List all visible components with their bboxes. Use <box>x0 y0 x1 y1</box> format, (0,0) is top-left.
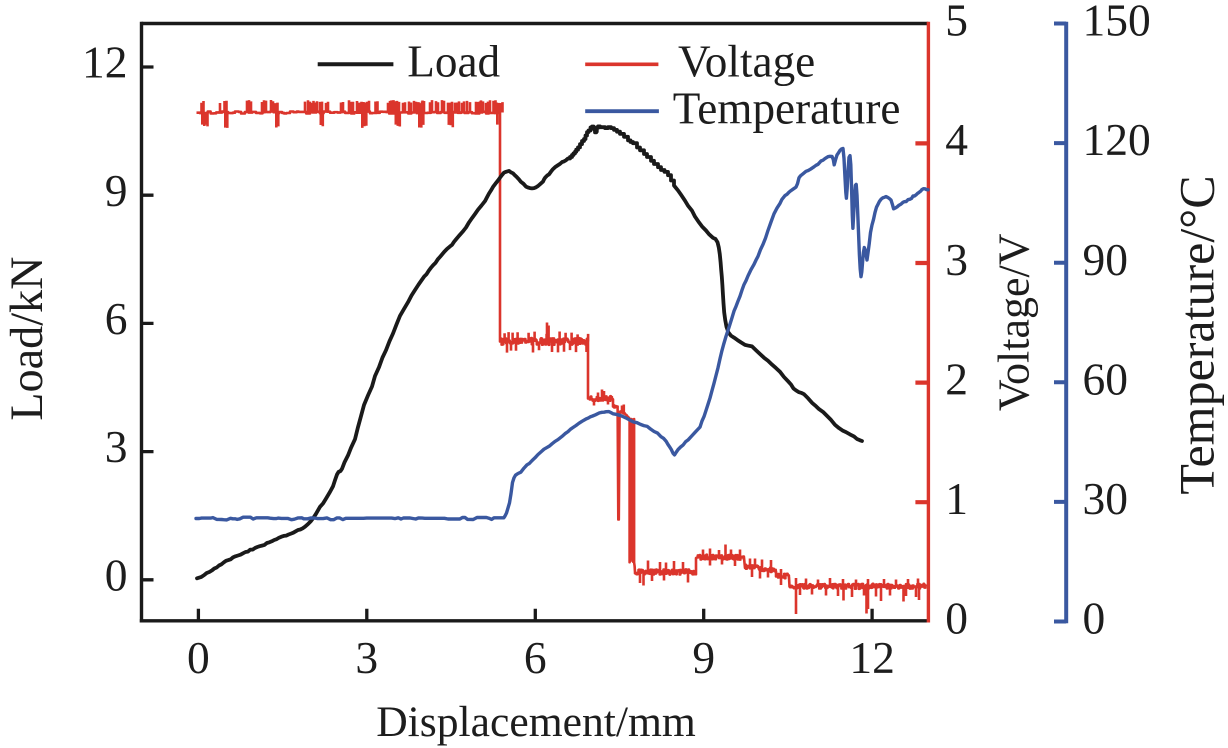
svg-text:5: 5 <box>945 0 968 46</box>
svg-text:0: 0 <box>945 593 968 644</box>
svg-text:0: 0 <box>105 549 128 600</box>
svg-text:90: 90 <box>1083 234 1129 285</box>
svg-text:Temperature/°C: Temperature/°C <box>1169 175 1225 494</box>
svg-text:1: 1 <box>945 473 968 524</box>
svg-text:9: 9 <box>105 165 128 216</box>
svg-text:Voltage: Voltage <box>678 37 815 87</box>
svg-text:120: 120 <box>1083 114 1151 165</box>
svg-text:Displacement/mm: Displacement/mm <box>376 698 696 746</box>
svg-text:0: 0 <box>1083 593 1106 644</box>
svg-text:2: 2 <box>945 353 968 404</box>
svg-text:6: 6 <box>105 293 128 344</box>
svg-text:12: 12 <box>82 37 128 88</box>
svg-text:Temperature: Temperature <box>673 83 901 133</box>
svg-text:12: 12 <box>849 632 895 683</box>
svg-text:150: 150 <box>1083 0 1151 46</box>
svg-text:3: 3 <box>355 632 378 683</box>
svg-text:3: 3 <box>105 421 128 472</box>
svg-text:4: 4 <box>945 114 968 165</box>
svg-text:30: 30 <box>1083 473 1129 524</box>
svg-text:0: 0 <box>187 632 210 683</box>
svg-text:6: 6 <box>524 632 547 683</box>
svg-text:60: 60 <box>1083 353 1129 404</box>
svg-text:Load/kN: Load/kN <box>1 257 52 421</box>
svg-text:Voltage/V: Voltage/V <box>990 233 1039 411</box>
svg-text:Load: Load <box>407 37 500 87</box>
svg-text:9: 9 <box>692 632 715 683</box>
svg-text:3: 3 <box>945 234 968 285</box>
